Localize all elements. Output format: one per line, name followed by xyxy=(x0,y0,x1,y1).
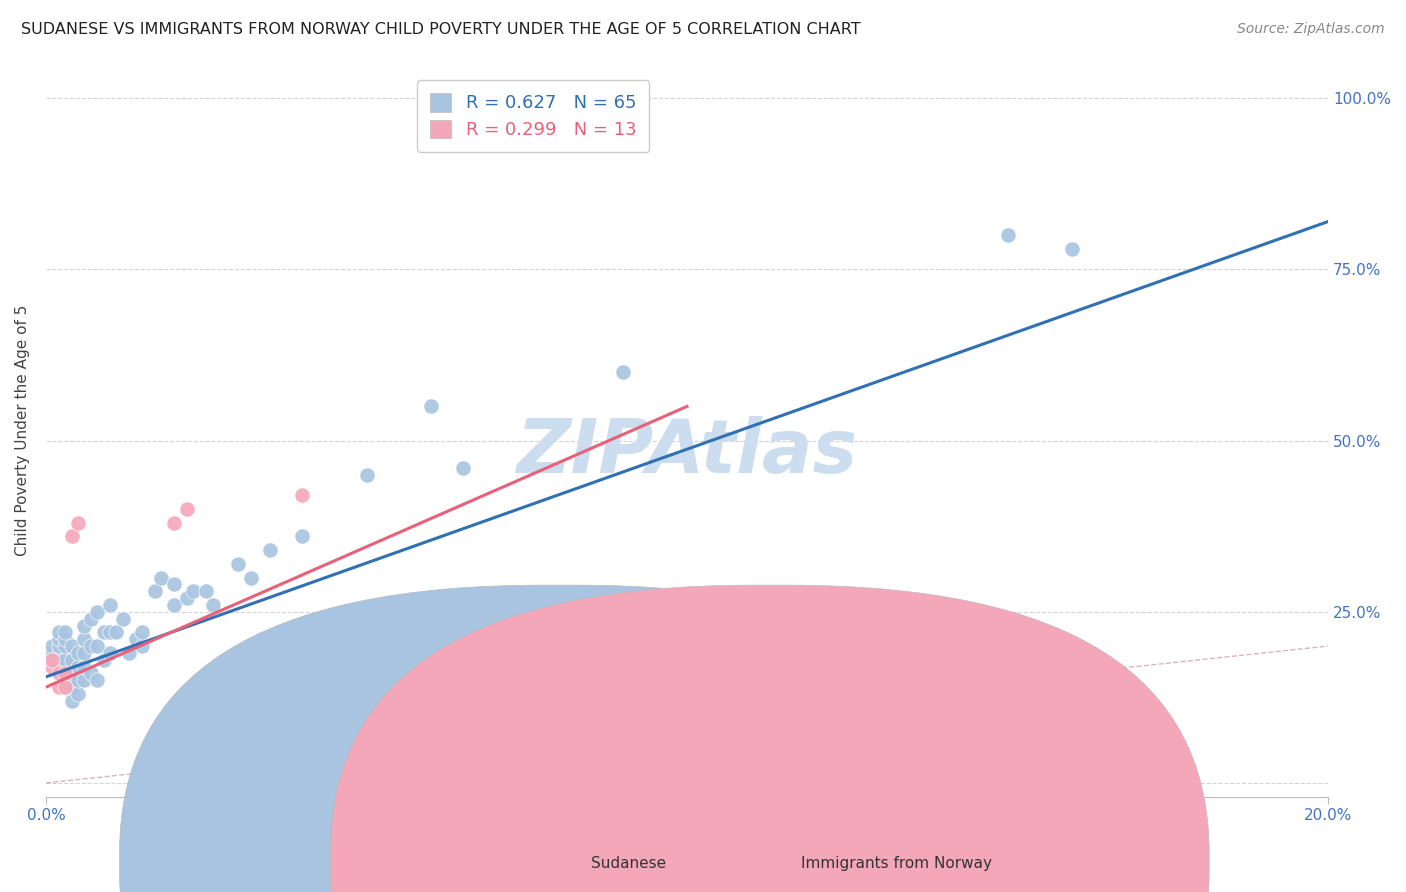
Point xyxy=(48,659,70,673)
Point xyxy=(291,529,314,543)
Point xyxy=(86,605,108,619)
Point xyxy=(53,673,76,688)
Point xyxy=(66,673,89,688)
Text: ZIPAtlas: ZIPAtlas xyxy=(516,416,858,489)
Text: Sudanese: Sudanese xyxy=(591,856,665,871)
Point xyxy=(997,228,1019,243)
Point xyxy=(60,653,83,667)
Point xyxy=(80,612,103,626)
Point xyxy=(48,653,70,667)
Point xyxy=(48,625,70,640)
Point xyxy=(143,584,166,599)
Point xyxy=(93,653,115,667)
Point xyxy=(73,673,96,688)
Point xyxy=(41,646,63,660)
Point xyxy=(118,646,141,660)
Point xyxy=(176,502,198,516)
Point xyxy=(111,612,134,626)
Point xyxy=(53,632,76,647)
Point xyxy=(60,680,83,694)
Point xyxy=(163,516,186,530)
Point xyxy=(73,618,96,632)
Point xyxy=(66,659,89,673)
Point xyxy=(66,687,89,701)
Point xyxy=(80,639,103,653)
Point xyxy=(48,680,70,694)
Point xyxy=(1060,242,1083,256)
Point xyxy=(163,577,186,591)
Point xyxy=(356,467,378,482)
Point xyxy=(612,365,634,379)
Point xyxy=(419,400,441,414)
Point xyxy=(259,543,281,558)
Text: Immigrants from Norway: Immigrants from Norway xyxy=(801,856,993,871)
Point xyxy=(131,625,153,640)
Point xyxy=(226,557,249,571)
Point xyxy=(105,625,128,640)
Point xyxy=(131,639,153,653)
Point xyxy=(98,598,121,612)
Point xyxy=(41,653,63,667)
Point xyxy=(66,646,89,660)
Point xyxy=(60,529,83,543)
Point xyxy=(53,680,76,694)
Point xyxy=(86,673,108,688)
Point xyxy=(48,639,70,653)
Point xyxy=(676,735,699,749)
Point xyxy=(53,666,76,681)
Point xyxy=(48,646,70,660)
Point xyxy=(60,666,83,681)
Point xyxy=(125,632,148,647)
Point xyxy=(66,516,89,530)
Point xyxy=(73,646,96,660)
Point xyxy=(150,571,173,585)
Point xyxy=(98,646,121,660)
Point xyxy=(60,694,83,708)
Point xyxy=(53,625,76,640)
Point xyxy=(183,584,205,599)
Point xyxy=(60,639,83,653)
Point xyxy=(53,653,76,667)
Point xyxy=(451,461,474,475)
Point xyxy=(73,659,96,673)
Point xyxy=(48,666,70,681)
Point xyxy=(41,653,63,667)
Point xyxy=(53,639,76,653)
Point xyxy=(93,625,115,640)
Y-axis label: Child Poverty Under the Age of 5: Child Poverty Under the Age of 5 xyxy=(15,305,30,556)
Point xyxy=(41,639,63,653)
Point xyxy=(291,488,314,502)
Text: Source: ZipAtlas.com: Source: ZipAtlas.com xyxy=(1237,22,1385,37)
Text: SUDANESE VS IMMIGRANTS FROM NORWAY CHILD POVERTY UNDER THE AGE OF 5 CORRELATION : SUDANESE VS IMMIGRANTS FROM NORWAY CHILD… xyxy=(21,22,860,37)
Point xyxy=(48,632,70,647)
Point xyxy=(195,584,218,599)
Point xyxy=(98,625,121,640)
Point xyxy=(73,632,96,647)
Legend: R = 0.627   N = 65, R = 0.299   N = 13: R = 0.627 N = 65, R = 0.299 N = 13 xyxy=(418,80,650,152)
Point xyxy=(80,666,103,681)
Point xyxy=(53,666,76,681)
Point xyxy=(86,639,108,653)
Point xyxy=(240,571,263,585)
Point xyxy=(676,741,699,756)
Point xyxy=(201,598,224,612)
Point xyxy=(163,598,186,612)
Point xyxy=(53,680,76,694)
Point xyxy=(41,659,63,673)
Point xyxy=(176,591,198,606)
